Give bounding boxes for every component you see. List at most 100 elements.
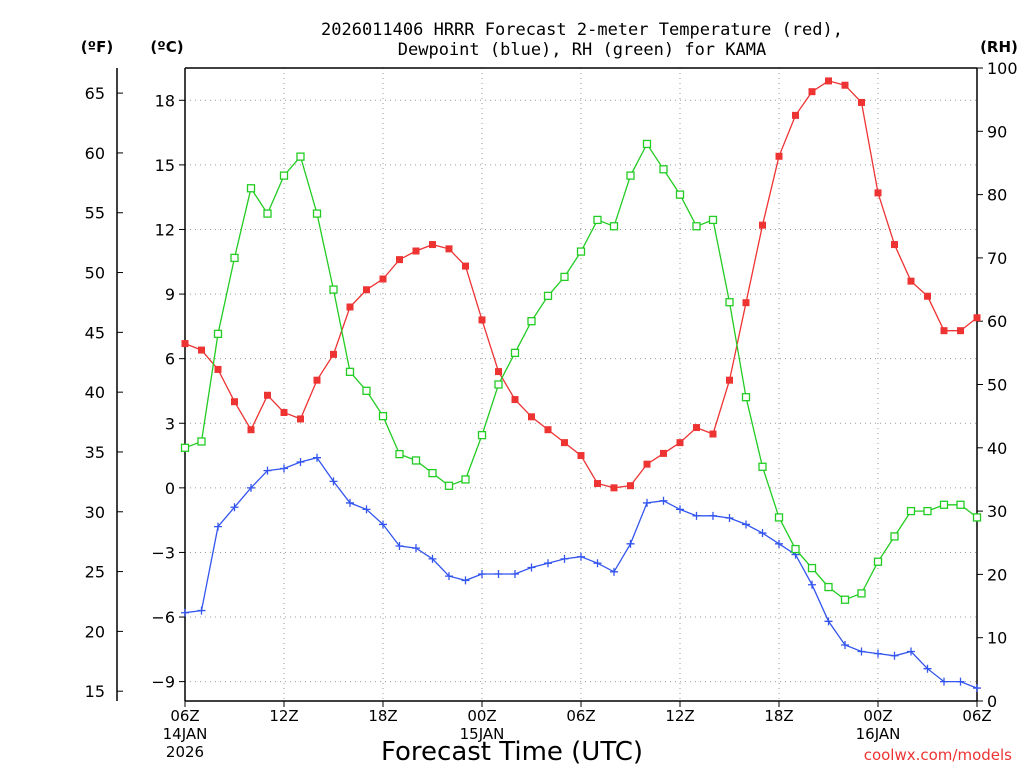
temperature-marker: [561, 439, 568, 447]
temperature-marker: [643, 460, 651, 468]
relative-humidity-marker: [527, 317, 536, 326]
relative-humidity-marker: [774, 513, 784, 522]
relative-humidity-marker: [461, 475, 470, 484]
dewpoint-marker: [280, 464, 288, 473]
relative-humidity-marker: [642, 139, 652, 149]
dewpoint-marker: [940, 677, 948, 686]
temperature-marker: [379, 275, 387, 283]
x-tick-label: 06Z: [170, 707, 199, 725]
dewpoint-marker: [560, 554, 569, 563]
dewpoint-marker: [923, 664, 932, 673]
dewpoint-marker: [181, 608, 189, 617]
temperature-marker: [198, 346, 205, 354]
dewpoint-marker: [973, 684, 981, 693]
dewpoint-marker: [428, 554, 437, 563]
temperature-marker: [346, 303, 354, 311]
relative-humidity-marker: [972, 513, 982, 522]
dewpoint-marker: [395, 541, 404, 550]
rh-tick-label: 70: [987, 249, 1007, 268]
temperature-marker: [429, 241, 436, 249]
relative-humidity-marker: [626, 171, 635, 180]
x-axis-title: Forecast Time (UTC): [381, 737, 643, 767]
celsius-tick-label: 15: [155, 156, 175, 175]
relative-humidity-marker: [312, 209, 322, 218]
temperature-marker: [247, 426, 255, 434]
relative-humidity-marker: [411, 456, 421, 465]
relative-humidity-marker: [246, 184, 256, 193]
temperature-line: [184, 80, 978, 489]
rh-unit-label: (RH): [980, 38, 1018, 56]
relative-humidity-marker: [906, 506, 916, 516]
dewpoint-marker: [214, 522, 222, 531]
temperature-marker: [709, 430, 717, 438]
dewpoint-marker: [857, 647, 866, 656]
celsius-tick-label: 6: [165, 350, 175, 369]
temperature-marker: [528, 413, 535, 421]
dewpoint-marker: [461, 576, 470, 585]
chart-subtitle: Dewpoint (blue), RH (green) for KAMA: [398, 40, 766, 60]
relative-humidity-marker: [428, 468, 437, 478]
relative-humidity-marker: [956, 500, 965, 509]
relative-humidity-marker: [758, 462, 767, 471]
dewpoint-marker: [775, 539, 783, 548]
x-tick-label: 00Z: [467, 707, 496, 725]
rh-tick-label: 30: [987, 502, 1007, 521]
relative-humidity-marker: [725, 298, 734, 307]
relative-humidity-marker: [791, 544, 800, 554]
x-tick-label: 18Z: [764, 707, 793, 725]
temperature-marker: [957, 327, 964, 335]
x-tick-date-label: 14JAN: [163, 725, 208, 743]
relative-humidity-marker: [708, 215, 718, 225]
dewpoint-marker: [445, 572, 453, 581]
dewpoint-marker: [676, 505, 684, 514]
dewpoint-marker: [494, 569, 503, 578]
dewpoint-marker: [758, 529, 767, 538]
temperature-marker: [676, 439, 684, 447]
relative-humidity-marker: [230, 253, 239, 263]
temperature-marker: [907, 277, 915, 285]
temperature-marker: [214, 365, 222, 373]
dewpoint-marker: [907, 647, 915, 656]
relative-humidity-marker: [807, 563, 817, 573]
fahrenheit-tick-label: 30: [85, 503, 105, 522]
temperature-marker: [412, 247, 420, 255]
dewpoint-marker: [230, 503, 239, 512]
relative-humidity-marker: [939, 500, 949, 509]
dewpoint-marker: [956, 677, 965, 686]
fahrenheit-tick-label: 50: [85, 264, 105, 283]
rh-tick-label: 60: [987, 312, 1007, 331]
dewpoint-marker: [643, 498, 651, 507]
x-tick-date-label: 16JAN: [856, 725, 901, 743]
rh-tick-label: 80: [987, 186, 1007, 205]
fahrenheit-tick-label: 65: [85, 84, 105, 103]
temperature-marker: [594, 480, 601, 488]
relative-humidity-marker: [857, 589, 866, 598]
celsius-tick-label: 3: [165, 414, 175, 433]
relative-humidity-marker: [873, 557, 883, 566]
temperature-marker: [577, 452, 585, 460]
dewpoint-marker: [511, 569, 519, 578]
rh-tick-label: 50: [987, 376, 1007, 395]
rh-tick-label: 40: [987, 439, 1007, 458]
temperature-marker: [858, 98, 865, 106]
dewpoint-marker: [362, 505, 371, 514]
relative-humidity-line: [184, 142, 978, 601]
relative-humidity-marker: [824, 582, 833, 592]
dewpoint-marker: [709, 511, 717, 520]
relative-humidity-marker: [296, 152, 305, 161]
relative-humidity-marker: [675, 190, 685, 199]
rh-tick-label: 0: [987, 692, 997, 711]
dewpoint-marker: [527, 563, 536, 572]
celsius-tick-label: 18: [155, 91, 175, 110]
dewpoint-marker: [659, 496, 668, 505]
temperature-marker: [297, 415, 304, 423]
temperature-marker: [825, 77, 832, 85]
relative-humidity-marker: [560, 272, 569, 282]
temperature-marker: [742, 299, 750, 307]
temperature-marker: [891, 241, 898, 249]
relative-humidity-marker: [593, 215, 602, 225]
dewpoint-marker: [692, 511, 701, 520]
relative-humidity-marker: [477, 430, 487, 440]
dewpoint-marker: [412, 544, 420, 553]
